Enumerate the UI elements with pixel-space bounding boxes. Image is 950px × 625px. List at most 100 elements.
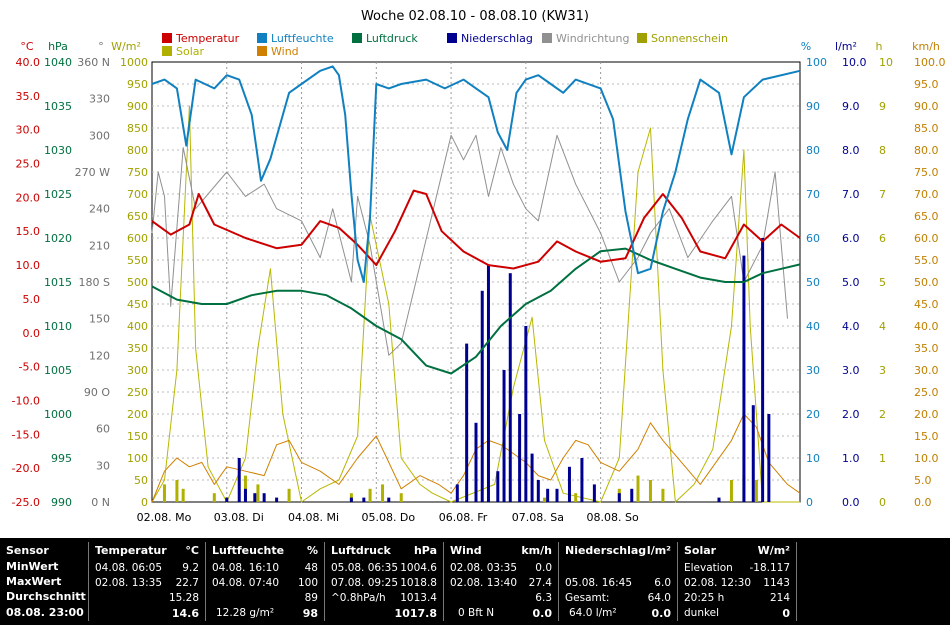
y-tick-label-press: 995 bbox=[51, 452, 72, 465]
axes: 02.08. Mo 03.08. Di 04.08. Mi 05.08. Do 06.0… bbox=[12, 56, 946, 524]
y-tick-label-solar: 0 bbox=[141, 496, 148, 509]
solar-elevation-label: Elevation bbox=[684, 562, 733, 574]
legend-label: Luftdruck bbox=[366, 32, 418, 45]
humidity-unit: % bbox=[306, 544, 318, 557]
row-label-max: MaxWert bbox=[6, 575, 62, 588]
rain-bar bbox=[496, 471, 500, 502]
hum-min-time: 04.08. 16:10 bbox=[212, 562, 279, 574]
y-tick-label-press: 990 bbox=[51, 496, 72, 509]
y-tick-label-solar: 850 bbox=[127, 122, 148, 135]
legend-swatch bbox=[352, 33, 362, 43]
y-tick-label-wind: 100.0 bbox=[914, 56, 946, 69]
sensor-panel: Sensor MinWert MaxWert Durchschnitt 08.0… bbox=[0, 538, 88, 625]
legend-label: Niederschlag bbox=[461, 32, 533, 45]
solar-elevation-value: -18.117 bbox=[749, 562, 790, 574]
temp-min-value: 9.2 bbox=[182, 562, 199, 574]
sunshine-bar bbox=[181, 488, 185, 502]
x-tick-label: 07.08. Sa bbox=[512, 511, 564, 524]
solar-avg-value: 214 bbox=[769, 592, 790, 604]
y-tick-label-rain: 10.0 bbox=[842, 56, 867, 69]
y-tick-label-temp: 10.0 bbox=[16, 259, 41, 272]
sunshine-bar bbox=[729, 480, 733, 502]
wind-unit: km/h bbox=[521, 544, 552, 557]
humidity-title: Luftfeuchte bbox=[212, 544, 285, 557]
y-tick-label-press: 1030 bbox=[44, 144, 72, 157]
solar-max-value: 1143 bbox=[763, 577, 790, 589]
y-tick-label-solar: 100 bbox=[127, 452, 148, 465]
y-tick-label-sun: 2 bbox=[879, 408, 886, 421]
rain-bar bbox=[465, 343, 469, 502]
rain-bar bbox=[474, 422, 478, 502]
legend-swatch bbox=[637, 33, 647, 43]
wind-current-value: 0.0 bbox=[532, 607, 553, 620]
sunshine-bar bbox=[381, 484, 385, 502]
y-tick-label-solar: 300 bbox=[127, 364, 148, 377]
rain-bar bbox=[767, 414, 771, 502]
y-tick-label-rain: 4.0 bbox=[842, 320, 860, 333]
weather-chart: Woche 02.08.10 - 08.08.10 (KW31) Tempera… bbox=[12, 9, 946, 524]
chart-legend: Temperatur Luftfeuchte Luftdruck Niederschl… bbox=[162, 32, 728, 58]
legend-swatch bbox=[257, 46, 267, 56]
temperature-line bbox=[151, 189, 801, 270]
wind-title: Wind bbox=[450, 544, 482, 557]
y-tick-label-sun: 7 bbox=[879, 188, 886, 201]
sunshine-bar bbox=[175, 480, 179, 502]
rain-bar bbox=[455, 484, 459, 502]
hum-max-value: 100 bbox=[297, 577, 318, 589]
y-tick-label-temp: -20.0 bbox=[12, 462, 40, 475]
y-tick-label-solar: 650 bbox=[127, 210, 148, 223]
x-tick-label: 05.08. Do bbox=[361, 511, 415, 524]
press-avg-value: 1013.4 bbox=[400, 592, 437, 604]
rain-bar bbox=[717, 497, 721, 502]
temperature-unit: °C bbox=[185, 544, 199, 557]
row-label-current: 08.08. 23:00 bbox=[6, 606, 84, 619]
sunshine-bar bbox=[574, 493, 578, 502]
y-tick-label-hum: 100 bbox=[806, 56, 827, 69]
y-tick-label-sun: 10 bbox=[879, 56, 893, 69]
y-tick-label-solar: 600 bbox=[127, 232, 148, 245]
rain-bar bbox=[555, 488, 559, 502]
y-tick-label-temp: 40.0 bbox=[16, 56, 41, 69]
sunshine-bar bbox=[754, 480, 758, 502]
rain-sum: 64.0 l/m² bbox=[569, 607, 617, 619]
y-tick-label-dir: 90 O bbox=[84, 386, 110, 399]
y-tick-label-solar: 950 bbox=[127, 78, 148, 91]
y-tick-label-wind: 5.0 bbox=[914, 474, 932, 487]
y-tick-label-dir: 150 bbox=[89, 313, 110, 326]
y-tick-label-wind: 90.0 bbox=[914, 100, 939, 113]
y-tick-label-sun: 3 bbox=[879, 364, 886, 377]
y-tick-label-hum: 10 bbox=[806, 452, 820, 465]
y-tick-label-wind: 35.0 bbox=[914, 342, 939, 355]
wind-max-time: 02.08. 13:40 bbox=[450, 577, 517, 589]
y-tick-label-temp: -5.0 bbox=[19, 361, 40, 374]
temp-max-value: 22.7 bbox=[175, 577, 199, 589]
rain-bar bbox=[253, 493, 257, 502]
rain-bar bbox=[243, 488, 247, 502]
stats-footer: Sensor MinWert MaxWert Durchschnitt 08.0… bbox=[0, 538, 950, 625]
y-tick-label-press: 1015 bbox=[44, 276, 72, 289]
temp-min-time: 04.08. 06:05 bbox=[95, 562, 162, 574]
y-tick-label-wind: 65.0 bbox=[914, 210, 939, 223]
solar-state: dunkel bbox=[684, 607, 720, 619]
legend-swatch bbox=[542, 33, 552, 43]
row-label-min: MinWert bbox=[6, 560, 59, 573]
rain-bar bbox=[536, 480, 540, 502]
y-tick-label-dir: 120 bbox=[89, 349, 110, 362]
y-tick-label-hum: 60 bbox=[806, 232, 820, 245]
y-tick-label-wind: 25.0 bbox=[914, 386, 939, 399]
pressure-line bbox=[151, 247, 801, 375]
y-tick-label-hum: 50 bbox=[806, 276, 820, 289]
rain-bar bbox=[262, 493, 266, 502]
rain-max-value: 6.0 bbox=[654, 577, 671, 589]
y-tick-label-hum: 90 bbox=[806, 100, 820, 113]
y-tick-label-wind: 60.0 bbox=[914, 232, 939, 245]
y-tick-label-dir: 270 W bbox=[75, 166, 110, 179]
y-tick-label-temp: -10.0 bbox=[12, 394, 40, 407]
y-tick-label-solar: 200 bbox=[127, 408, 148, 421]
y-tick-label-dir: 180 S bbox=[79, 276, 110, 289]
y-tick-label-rain: 5.0 bbox=[842, 276, 860, 289]
y-tick-label-rain: 8.0 bbox=[842, 144, 860, 157]
temperature-panel: Temperatur °C 04.08. 06:05 9.2 02.08. 13:3… bbox=[89, 538, 205, 625]
rain-total-label: Gesamt: bbox=[565, 592, 610, 604]
legend-label: Sonnenschein bbox=[651, 32, 728, 45]
